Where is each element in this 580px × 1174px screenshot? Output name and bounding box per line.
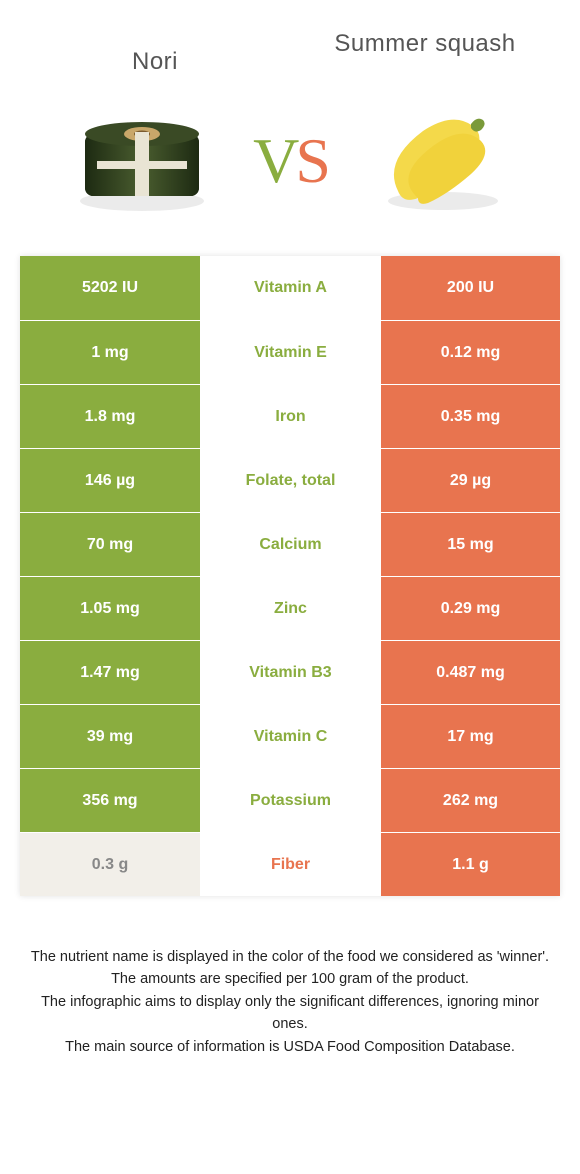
value-right: 0.12 mg: [380, 321, 560, 384]
nutrient-name: Iron: [200, 385, 380, 448]
table-row: 146 µgFolate, total29 µg: [20, 448, 560, 512]
header: Nori Summer squash: [0, 0, 580, 86]
value-right: 1.1 g: [380, 833, 560, 896]
value-right: 0.29 mg: [380, 577, 560, 640]
nutrient-name: Folate, total: [200, 449, 380, 512]
food-right-title: Summer squash: [290, 30, 560, 58]
disclaimer-line: The main source of information is USDA F…: [30, 1036, 550, 1058]
food-left-title: Nori: [20, 48, 290, 76]
nutrient-name: Vitamin E: [200, 321, 380, 384]
value-right: 17 mg: [380, 705, 560, 768]
table-row: 5202 IUVitamin A200 IU: [20, 256, 560, 320]
value-left: 5202 IU: [20, 256, 200, 320]
nutrient-name: Potassium: [200, 769, 380, 832]
disclaimer-line: The amounts are specified per 100 gram o…: [30, 968, 550, 990]
food-left-image: [30, 106, 253, 216]
food-right-image: [327, 106, 550, 216]
header-left: Nori: [20, 30, 290, 76]
value-right: 200 IU: [380, 256, 560, 320]
table-row: 1.8 mgIron0.35 mg: [20, 384, 560, 448]
comparison-table: 5202 IUVitamin A200 IU1 mgVitamin E0.12 …: [20, 256, 560, 896]
nutrient-name: Zinc: [200, 577, 380, 640]
nutrient-name: Vitamin A: [200, 256, 380, 320]
disclaimer-line: The infographic aims to display only the…: [30, 991, 550, 1036]
nori-icon: [67, 106, 217, 216]
vs-row: VS: [0, 86, 580, 256]
table-row: 39 mgVitamin C17 mg: [20, 704, 560, 768]
value-left: 1.47 mg: [20, 641, 200, 704]
value-right: 15 mg: [380, 513, 560, 576]
nutrient-name: Calcium: [200, 513, 380, 576]
squash-icon: [363, 106, 513, 216]
nutrient-name: Fiber: [200, 833, 380, 896]
table-row: 1.05 mgZinc0.29 mg: [20, 576, 560, 640]
table-row: 70 mgCalcium15 mg: [20, 512, 560, 576]
value-left: 356 mg: [20, 769, 200, 832]
value-left: 0.3 g: [20, 833, 200, 896]
vs-label: VS: [253, 124, 327, 198]
value-left: 39 mg: [20, 705, 200, 768]
value-right: 29 µg: [380, 449, 560, 512]
header-right: Summer squash: [290, 30, 560, 58]
value-left: 1.8 mg: [20, 385, 200, 448]
table-row: 1.47 mgVitamin B30.487 mg: [20, 640, 560, 704]
value-left: 70 mg: [20, 513, 200, 576]
disclaimer: The nutrient name is displayed in the co…: [0, 896, 580, 1058]
table-row: 0.3 gFiber1.1 g: [20, 832, 560, 896]
value-right: 0.35 mg: [380, 385, 560, 448]
disclaimer-line: The nutrient name is displayed in the co…: [30, 946, 550, 968]
value-left: 1.05 mg: [20, 577, 200, 640]
table-row: 356 mgPotassium262 mg: [20, 768, 560, 832]
value-left: 146 µg: [20, 449, 200, 512]
value-right: 262 mg: [380, 769, 560, 832]
table-row: 1 mgVitamin E0.12 mg: [20, 320, 560, 384]
nutrient-name: Vitamin B3: [200, 641, 380, 704]
value-right: 0.487 mg: [380, 641, 560, 704]
nutrient-name: Vitamin C: [200, 705, 380, 768]
value-left: 1 mg: [20, 321, 200, 384]
